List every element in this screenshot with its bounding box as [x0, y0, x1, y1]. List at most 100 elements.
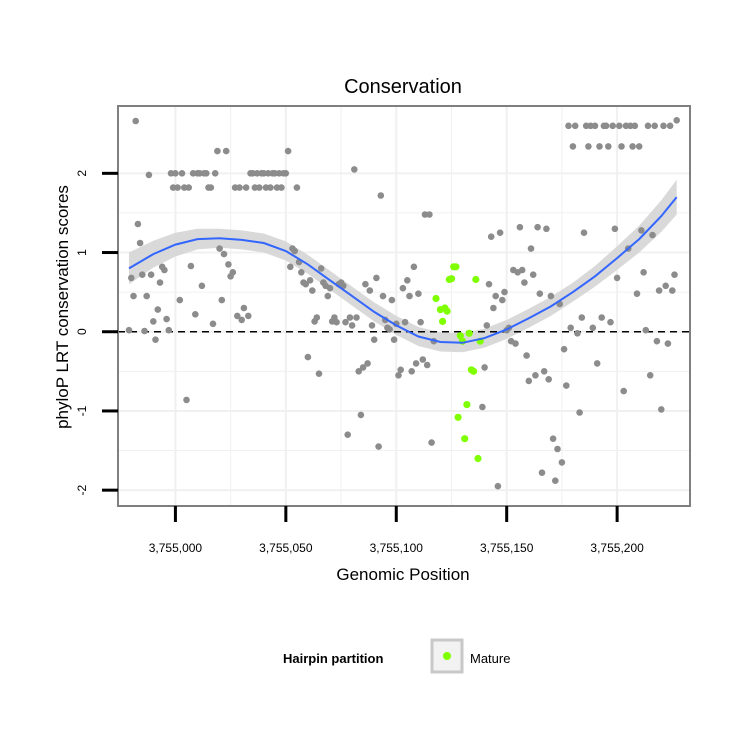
data-point: [351, 166, 358, 173]
data-point: [516, 223, 524, 231]
data-point: [523, 352, 530, 359]
data-point: [565, 122, 572, 130]
data-point: [532, 372, 539, 379]
data-point: [618, 143, 625, 150]
data-point: [547, 292, 555, 300]
data-point: [373, 274, 380, 282]
legend-key-mature-marker: [443, 652, 451, 660]
data-point: [178, 170, 186, 177]
data-point: [408, 368, 416, 375]
data-point: [631, 122, 639, 130]
data-point: [317, 265, 325, 272]
data-point: [401, 318, 409, 326]
data-point: [399, 284, 407, 292]
data-point-mature: [463, 401, 471, 409]
data-point: [406, 292, 413, 300]
data-point: [633, 290, 641, 298]
data-point: [494, 482, 502, 490]
data-point: [512, 340, 519, 347]
data-point: [554, 445, 561, 453]
data-point: [560, 345, 568, 353]
data-point: [353, 314, 360, 321]
data-point: [543, 225, 550, 233]
data-point-mature: [470, 367, 478, 375]
data-point: [245, 312, 252, 320]
data-point: [165, 326, 173, 334]
data-point: [291, 247, 299, 255]
plot-panel: [117, 105, 691, 507]
data-point: [362, 280, 369, 288]
data-point: [324, 292, 332, 300]
data-point: [545, 376, 552, 383]
data-point: [156, 279, 164, 286]
data-point: [136, 239, 144, 247]
data-point: [218, 296, 226, 304]
data-point: [395, 372, 402, 379]
legend-title: Hairpin partition: [283, 651, 383, 666]
data-point: [163, 315, 170, 323]
data-point: [673, 117, 680, 124]
y-tick-label: 1: [75, 249, 89, 256]
data-point: [183, 396, 190, 404]
data-point: [552, 477, 559, 485]
data-point: [593, 360, 601, 367]
data-point: [238, 316, 245, 324]
data-point: [287, 263, 294, 271]
x-tick-label: 3,755,000: [149, 541, 203, 555]
data-point: [174, 184, 181, 191]
data-point-mature: [474, 454, 482, 463]
data-point: [423, 361, 431, 369]
data-point: [483, 322, 491, 329]
data-point: [620, 387, 627, 395]
data-point: [518, 266, 526, 274]
data-point: [640, 269, 647, 276]
data-point: [388, 296, 396, 304]
data-point: [536, 290, 544, 298]
data-point: [209, 320, 217, 328]
data-point: [333, 318, 340, 326]
data-point: [589, 324, 597, 332]
data-point: [501, 288, 508, 296]
data-point: [366, 287, 374, 294]
data-point: [410, 263, 418, 271]
data-point: [591, 122, 599, 130]
x-tick-label: 3,755,200: [590, 541, 644, 555]
data-point: [642, 326, 650, 334]
data-point: [638, 227, 645, 234]
data-point: [278, 184, 285, 191]
data-point: [419, 356, 427, 363]
data-point: [229, 269, 237, 276]
smooth-confidence-band: [129, 179, 677, 353]
data-point: [558, 459, 566, 466]
data-point: [176, 296, 184, 304]
data-point: [671, 271, 678, 279]
data-point: [479, 403, 486, 411]
data-point: [267, 184, 274, 191]
data-point: [357, 411, 365, 419]
data-point: [651, 122, 658, 130]
data-point: [521, 279, 528, 286]
data-point: [567, 324, 574, 332]
data-point: [309, 287, 316, 294]
data-point: [386, 326, 393, 333]
data-point: [563, 382, 570, 389]
data-point: [571, 122, 579, 130]
data-point: [348, 322, 356, 329]
data-point: [574, 330, 581, 337]
data-point: [134, 220, 142, 228]
plot-border: [117, 105, 691, 507]
legend-label-mature: Mature: [470, 651, 510, 666]
data-point: [125, 326, 133, 334]
data-point: [141, 327, 148, 335]
data-point: [344, 431, 352, 439]
data-point: [203, 170, 210, 177]
data-point: [499, 296, 506, 304]
data-point: [426, 211, 433, 218]
data-point: [313, 314, 321, 321]
data-point-mature: [443, 307, 451, 315]
data-point: [185, 184, 192, 191]
data-point: [298, 269, 305, 276]
data-point: [364, 360, 371, 367]
data-point: [629, 143, 636, 150]
